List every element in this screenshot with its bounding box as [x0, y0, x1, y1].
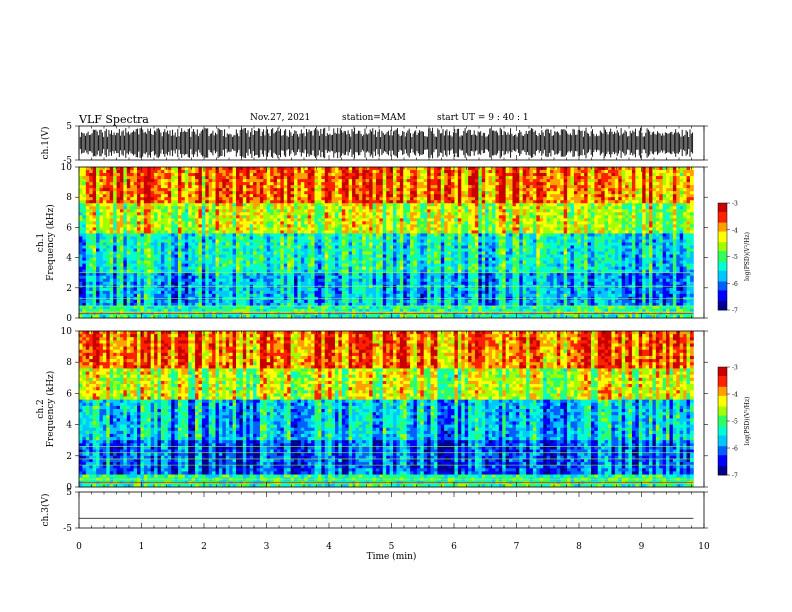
ch2-spectrogram	[79, 331, 694, 488]
station-label: station=MAM	[342, 113, 406, 123]
ytick-label: 4	[66, 421, 72, 431]
ch1-spectrogram	[79, 167, 694, 319]
xtick-label: 5	[389, 542, 395, 552]
colorbar-tick-label: -6	[732, 446, 738, 453]
xtick-label: 0	[76, 542, 82, 552]
colorbar-2: -3 -4 -5 -6 -7 log(PSD)(V²/Hz)	[717, 365, 751, 480]
chart-title: VLF Spectra	[79, 113, 149, 126]
colorbar-label: log(PSD)(V²/Hz)	[744, 397, 751, 446]
colorbar-tick-label: -3	[732, 201, 738, 208]
colorbar-tick-label: -4	[732, 392, 738, 399]
ytick-label: 5	[66, 488, 72, 498]
x-axis-label: Time (min)	[367, 551, 417, 562]
xtick-label: 8	[576, 542, 582, 552]
colorbar-tick-label: -7	[732, 308, 738, 315]
ytick-label: 8	[66, 358, 72, 368]
y-axis-label: Frequency (kHz)	[45, 204, 56, 281]
start-time-label: start UT = 9 : 40 : 1	[437, 113, 529, 123]
ch1-waveform	[78, 127, 694, 159]
xtick-label: 2	[201, 542, 207, 552]
xtick-label: 1	[139, 542, 145, 552]
colorbar-tick-label: -5	[732, 419, 738, 426]
ytick-label: 4	[66, 254, 72, 264]
data-layer	[78, 127, 694, 519]
xtick-label: 4	[326, 542, 332, 552]
ytick-label: -5	[63, 524, 72, 534]
ytick-label: 0	[66, 483, 72, 493]
colorbar-tick-label: -6	[732, 281, 738, 288]
xtick-label: 10	[698, 542, 710, 552]
ytick-label: 8	[66, 193, 72, 203]
ytick-label: 2	[66, 284, 72, 294]
y-axis-label: ch.1	[36, 233, 46, 252]
ytick-label: 6	[66, 389, 72, 399]
xtick-label: 3	[264, 542, 270, 552]
colorbar-tick-label: -7	[732, 473, 738, 480]
colorbar-tick-label: -4	[732, 227, 738, 234]
panel-frame-4	[78, 491, 705, 529]
xtick-label: 7	[514, 542, 520, 552]
colorbar-tick-label: -5	[732, 254, 738, 261]
colorbar-label: log(PSD)(V²/Hz)	[744, 232, 751, 281]
y-axis-label: ch.2	[36, 399, 46, 418]
ytick-label: 5	[66, 122, 72, 132]
ytick-label: 10	[61, 327, 73, 337]
y-axis-label: ch.3(V)	[40, 494, 51, 527]
colorbar-1: -3 -4 -5 -6 -7 log(PSD)(V²/Hz)	[717, 201, 751, 315]
ytick-label: 0	[66, 314, 72, 324]
date-label: Nov.27, 2021	[250, 113, 311, 123]
colorbar-tick-label: -3	[732, 365, 738, 372]
ytick-label: 2	[66, 452, 72, 462]
xtick-label: 6	[451, 542, 457, 552]
ytick-label: 10	[61, 163, 73, 173]
ytick-label: 6	[66, 223, 72, 233]
y-axis-label: Frequency (kHz)	[45, 371, 56, 448]
ytick-label: -5	[63, 156, 72, 166]
y-axis-label: ch.1(V)	[40, 127, 51, 160]
xtick-label: 9	[639, 542, 645, 552]
